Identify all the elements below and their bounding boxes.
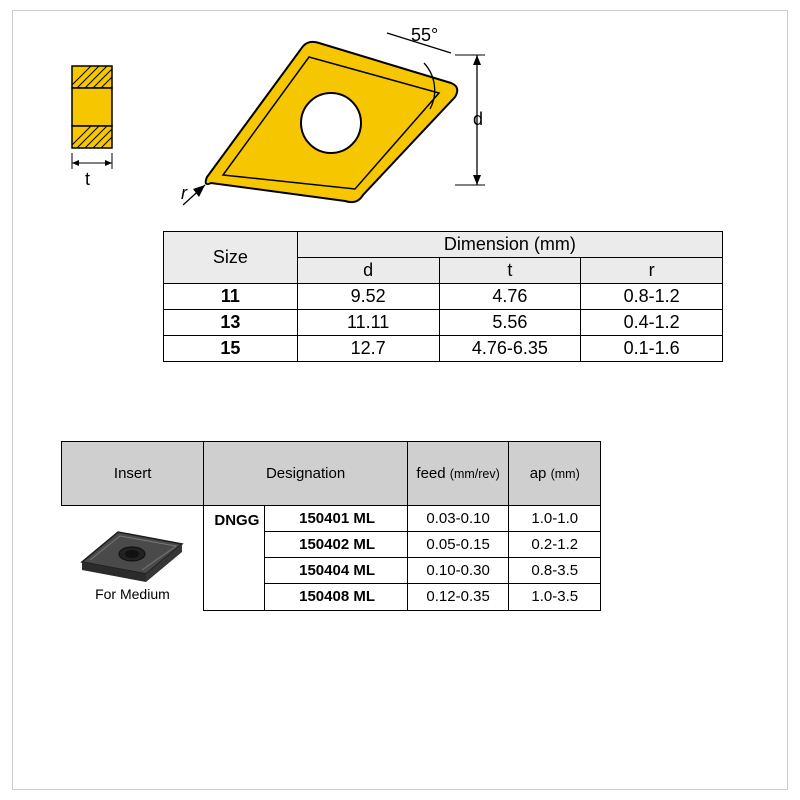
feed-cell: 0.12-0.35 [407,584,509,610]
ap-cell: 0.8-3.5 [509,558,601,584]
table-row: 13 11.11 5.56 0.4-1.2 [164,310,723,336]
feed-cell: 0.03-0.10 [407,506,509,532]
d-cell: 11.11 [297,310,439,336]
diagram-area: t 55° d r [13,11,787,251]
rhombus-diagram [183,27,503,217]
dimension-table: Size Dimension (mm) d t r 11 9.52 4.76 0… [163,231,723,362]
r-cell: 0.4-1.2 [581,310,723,336]
designation-table-wrap: Insert Designation feed (mm/rev) ap (mm) [61,441,601,611]
size-cell: 15 [164,336,298,362]
ap-cell: 1.0-3.5 [509,584,601,610]
designation-header: Designation [204,442,407,506]
r-cell: 0.1-1.6 [581,336,723,362]
feed-label: feed [416,465,445,482]
designation-cell: 150404 ML [265,558,407,584]
ap-cell: 0.2-1.2 [509,532,601,558]
table-row: 15 12.7 4.76-6.35 0.1-1.6 [164,336,723,362]
feed-cell: 0.10-0.30 [407,558,509,584]
ap-header: ap (mm) [509,442,601,506]
dimension-header: Dimension (mm) [297,232,722,258]
page-container: t 55° d r Size [12,10,788,790]
col-r: r [581,258,723,284]
table-row: For Medium DNGG 150401 ML 0.03-0.10 1.0-… [62,506,601,532]
insert-header: Insert [62,442,204,506]
insert-photo-icon [72,514,192,584]
table-row: 11 9.52 4.76 0.8-1.2 [164,284,723,310]
t-cell: 4.76-6.35 [439,336,581,362]
d-label: d [473,109,483,130]
designation-cell: 150401 ML [265,506,407,532]
r-cell: 0.8-1.2 [581,284,723,310]
insert-caption: For Medium [66,586,200,608]
ap-cell: 1.0-1.0 [509,506,601,532]
feed-cell: 0.05-0.15 [407,532,509,558]
ap-label: ap [530,465,547,482]
d-cell: 9.52 [297,284,439,310]
angle-label: 55° [411,25,438,46]
size-cell: 11 [164,284,298,310]
size-header: Size [164,232,298,284]
r-label: r [181,183,187,204]
insert-type: DNGG [204,506,265,611]
ap-unit: (mm) [551,467,580,481]
feed-unit: (mm/rev) [450,467,500,481]
feed-header: feed (mm/rev) [407,442,509,506]
col-d: d [297,258,439,284]
insert-image-cell: For Medium [62,506,204,611]
col-t: t [439,258,581,284]
t-cell: 4.76 [439,284,581,310]
size-cell: 13 [164,310,298,336]
t-dimension [69,153,115,189]
d-cell: 12.7 [297,336,439,362]
designation-cell: 150402 ML [265,532,407,558]
designation-table: Insert Designation feed (mm/rev) ap (mm) [61,441,601,611]
t-label: t [85,169,90,190]
t-cell: 5.56 [439,310,581,336]
side-view-diagram [71,65,113,149]
designation-cell: 150408 ML [265,584,407,610]
